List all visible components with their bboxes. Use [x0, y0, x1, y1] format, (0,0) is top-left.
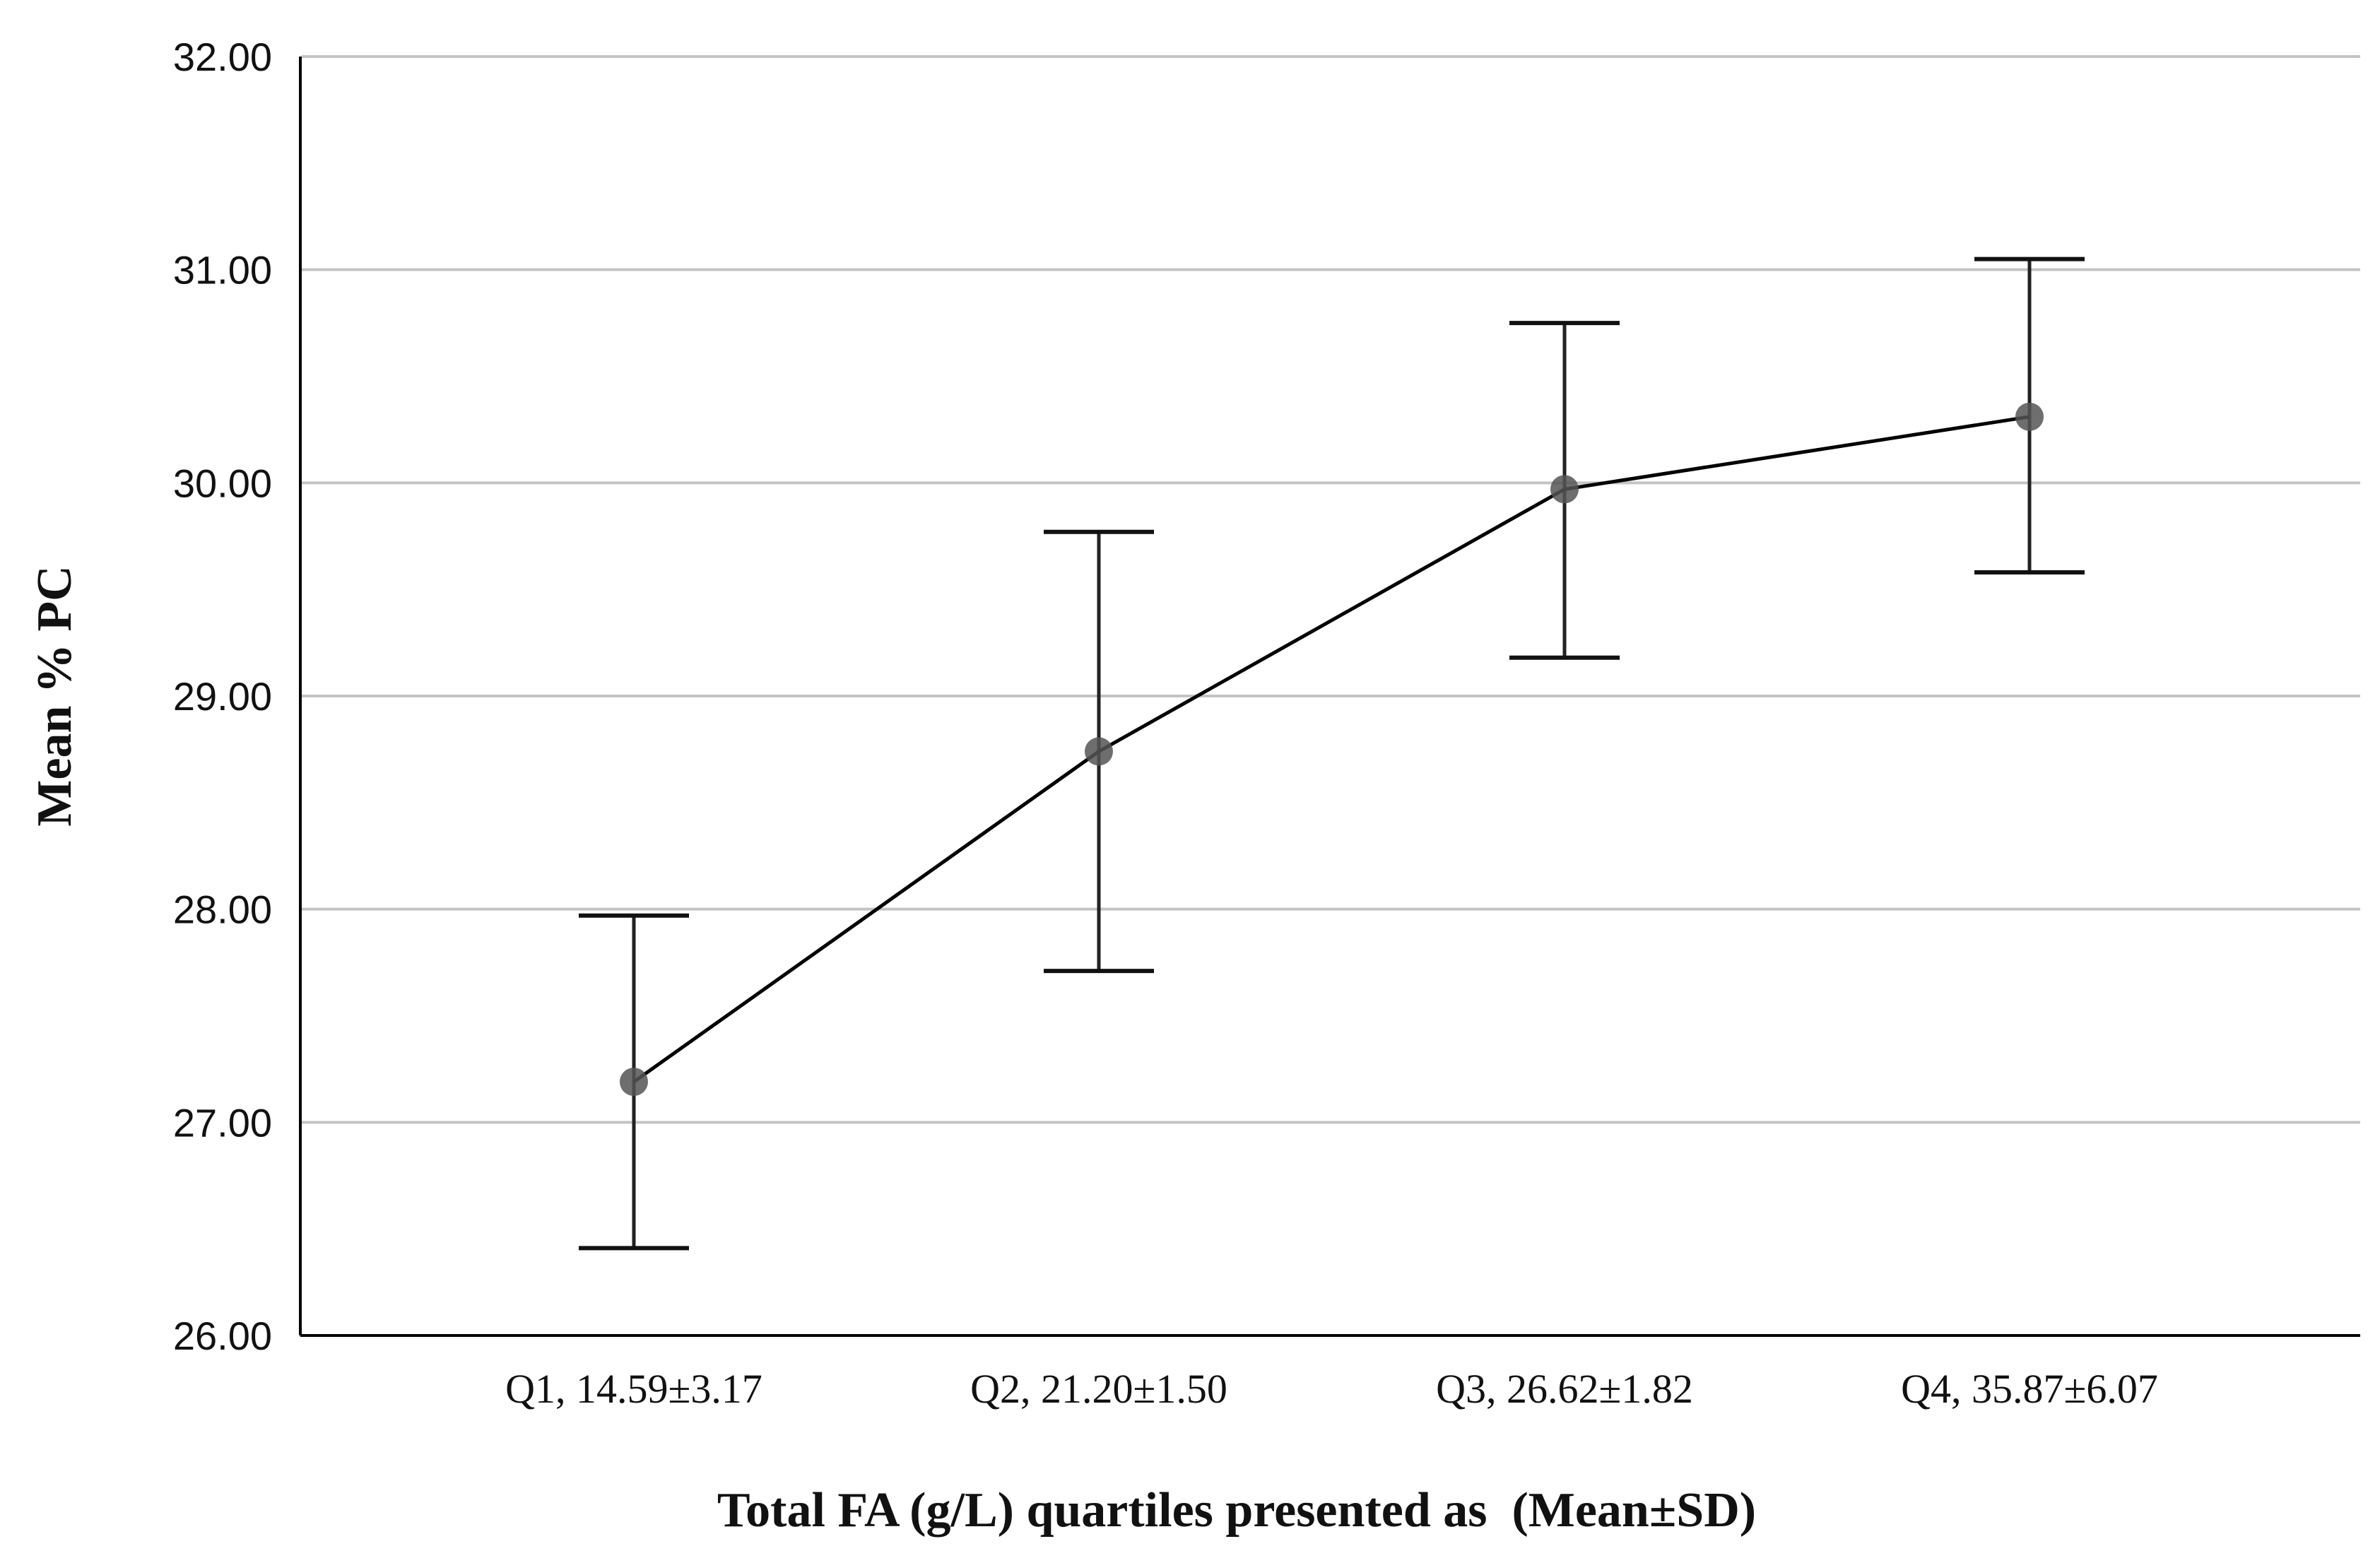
y-tick-label: 28.00	[173, 887, 272, 932]
y-tick-label: 31.00	[173, 248, 272, 293]
y-tick-label: 29.00	[173, 674, 272, 719]
axes	[299, 57, 2360, 1337]
y-tick-label: 32.00	[173, 35, 272, 79]
x-axis-title: Total FA (g/L) quartiles presented as (M…	[717, 1483, 1756, 1538]
x-tick-labels: Q1, 14.59±3.17 Q2, 21.20±1.50 Q3, 26.62±1.…	[505, 1366, 2158, 1412]
data-point	[620, 1068, 648, 1097]
data-point	[1550, 475, 1579, 504]
x-tick-label: Q1, 14.59±3.17	[505, 1366, 762, 1412]
y-axis-title: Mean % PC	[28, 565, 82, 826]
mean-line	[632, 415, 2030, 1084]
data-point	[1085, 737, 1113, 766]
gridlines	[302, 55, 2360, 1124]
data-point	[2015, 402, 2044, 431]
y-tick-label: 26.00	[173, 1314, 272, 1358]
y-tick-labels: 26.00 27.00 28.00 29.00 30.00 31.00 32.00	[173, 35, 272, 1358]
y-tick-label: 27.00	[173, 1100, 272, 1145]
series	[579, 256, 2085, 1251]
x-tick-label: Q2, 21.20±1.50	[970, 1366, 1227, 1412]
x-tick-label: Q3, 26.62±1.82	[1436, 1366, 1693, 1412]
x-tick-label: Q4, 35.87±6.07	[1901, 1366, 2158, 1412]
y-tick-label: 30.00	[173, 461, 272, 505]
